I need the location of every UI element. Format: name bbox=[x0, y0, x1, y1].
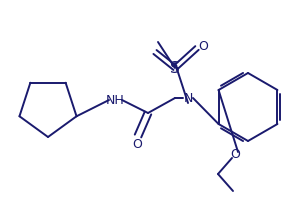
Text: O: O bbox=[132, 138, 142, 152]
Text: N: N bbox=[183, 92, 193, 104]
Text: O: O bbox=[198, 40, 208, 52]
Text: NH: NH bbox=[106, 94, 124, 107]
Text: O: O bbox=[230, 149, 240, 162]
Text: S: S bbox=[170, 61, 180, 76]
